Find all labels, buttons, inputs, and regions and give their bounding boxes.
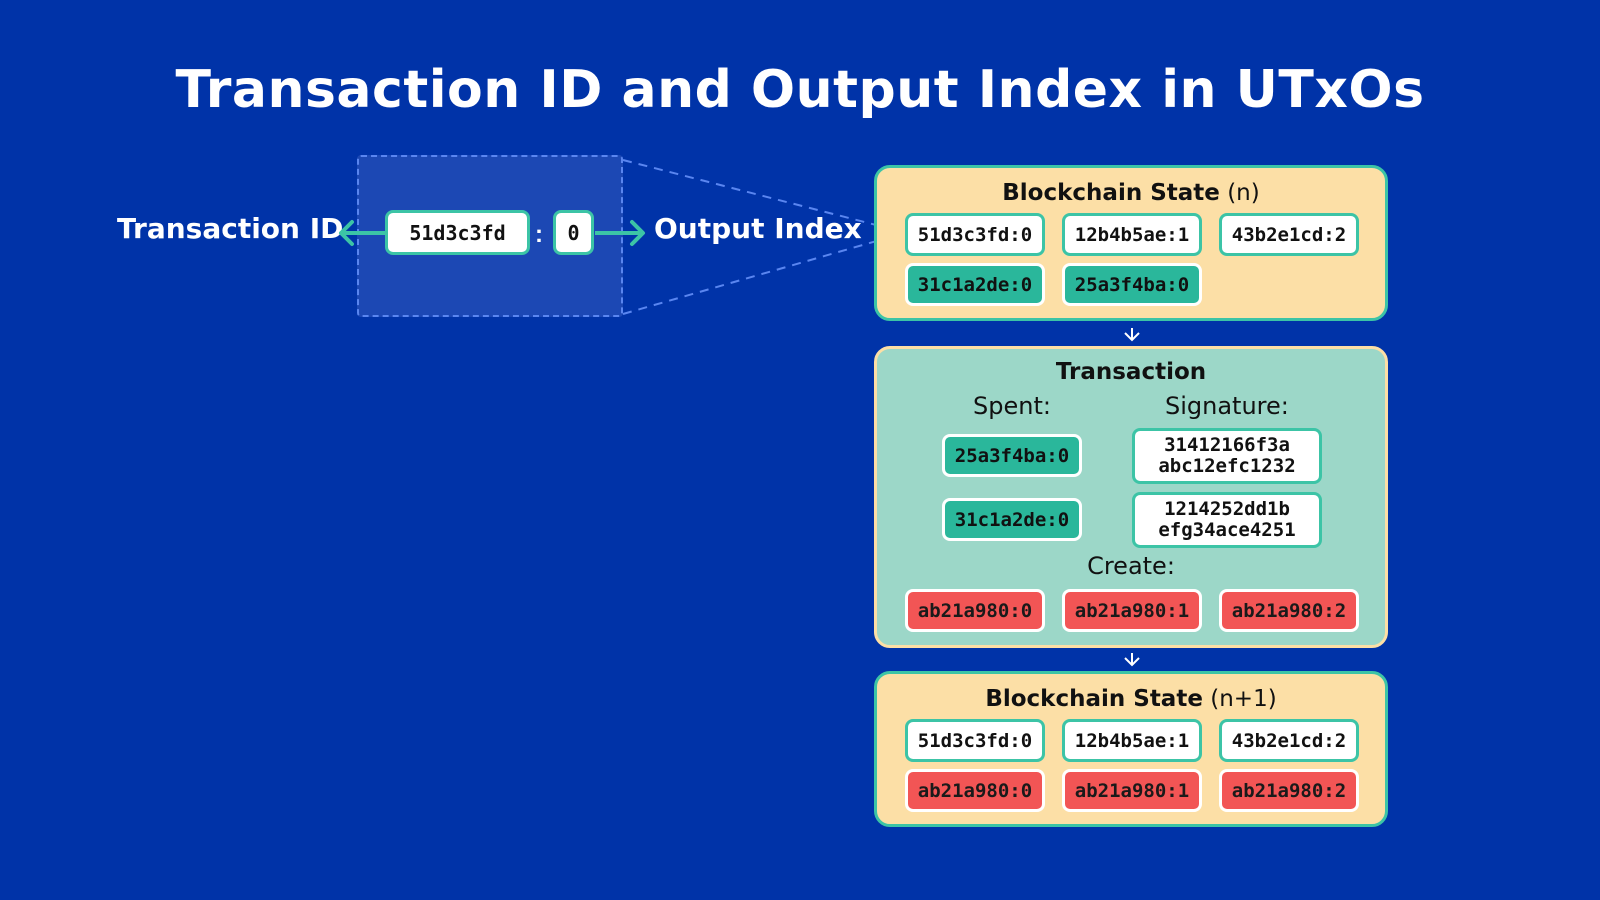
create-label: Create: (1087, 552, 1175, 580)
spent-label: Spent: (973, 392, 1051, 420)
utxo-chip-spent: 25a3f4ba:0 (1062, 263, 1202, 306)
utxo-chip-created: ab21a980:0 (905, 769, 1045, 812)
utxo-chip-created: ab21a980:1 (1062, 769, 1202, 812)
spent-utxo-chip: 31c1a2de:0 (942, 498, 1082, 541)
utxo-chip: 43b2e1cd:2 (1219, 719, 1359, 762)
spent-utxo-chip: 25a3f4ba:0 (942, 434, 1082, 477)
utxo-chip: 12b4b5ae:1 (1062, 719, 1202, 762)
output-index-label: Output Index (654, 212, 862, 245)
down-arrow-icon (1124, 328, 1140, 342)
transaction-id-label: Transaction ID (117, 212, 344, 245)
signature-label: Signature: (1165, 392, 1289, 420)
signature-line: abc12efc1232 (1158, 455, 1296, 477)
blockchain-state-n-panel: Blockchain State (n) 51d3c3fd:0 12b4b5ae… (874, 165, 1388, 321)
utxo-chip: 12b4b5ae:1 (1062, 213, 1202, 256)
utxo-chip: 43b2e1cd:2 (1219, 213, 1359, 256)
diagram-title: Transaction ID and Output Index in UTxOs (175, 60, 1425, 120)
output-index-chip: 0 (553, 210, 594, 255)
separator-colon: : (535, 221, 543, 248)
blockchain-state-n1-panel: Blockchain State (n+1) 51d3c3fd:0 12b4b5… (874, 671, 1388, 827)
arrow-right-icon (595, 220, 645, 246)
panel-title-text: Blockchain State (985, 686, 1203, 712)
created-utxo-chip: ab21a980:1 (1062, 589, 1202, 632)
panel-title-suffix: (n+1) (1210, 686, 1277, 712)
panel-title-suffix: (n) (1227, 180, 1260, 206)
created-utxo-chip: ab21a980:2 (1219, 589, 1359, 632)
signature-line: 1214252dd1b (1164, 498, 1290, 520)
down-arrow-icon (1124, 653, 1140, 667)
signature-chip: 31412166f3a abc12efc1232 (1132, 428, 1322, 484)
panel-title-text: Transaction (1055, 359, 1207, 385)
created-utxo-chip: ab21a980:0 (905, 589, 1045, 632)
panel-title-text: Blockchain State (1002, 180, 1220, 206)
arrow-left-icon (339, 220, 385, 246)
panel-title: Transaction (877, 359, 1385, 385)
signature-chip: 1214252dd1b efg34ace4251 (1132, 492, 1322, 548)
panel-title: Blockchain State (n+1) (877, 686, 1385, 712)
utxo-chip: 51d3c3fd:0 (905, 719, 1045, 762)
utxo-chip-spent: 31c1a2de:0 (905, 263, 1045, 306)
signature-line: 31412166f3a (1164, 434, 1290, 456)
panel-title: Blockchain State (n) (877, 180, 1385, 206)
utxo-chip-created: ab21a980:2 (1219, 769, 1359, 812)
signature-line: efg34ace4251 (1158, 519, 1296, 541)
txid-chip: 51d3c3fd (385, 210, 530, 255)
transaction-panel: Transaction Spent: Signature: 25a3f4ba:0… (874, 346, 1388, 648)
utxo-chip: 51d3c3fd:0 (905, 213, 1045, 256)
